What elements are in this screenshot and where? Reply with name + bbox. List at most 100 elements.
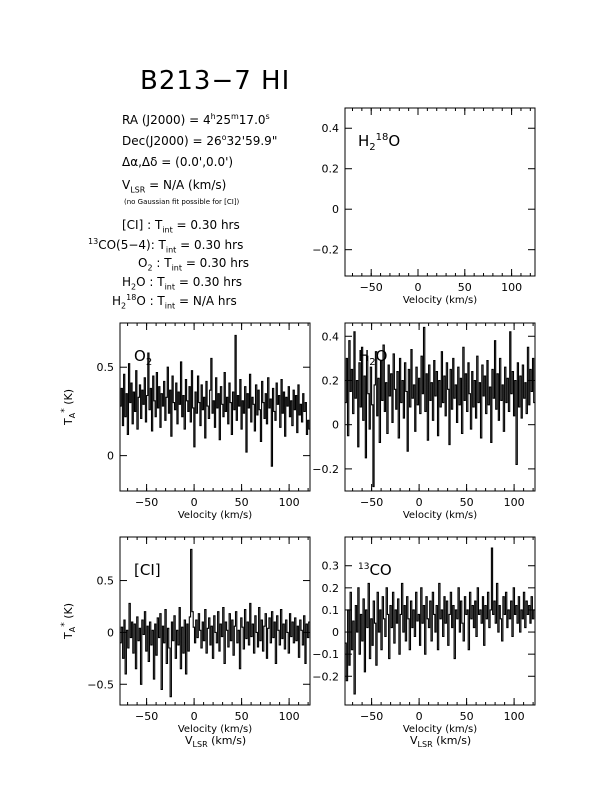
ci-xlabel-vlsr: VLSR (km/s) [185, 734, 246, 749]
h218o-species-label: H218O [358, 132, 400, 153]
13co-ytick-label: −0.2 [312, 670, 339, 683]
13co-xtick-label: 50 [460, 710, 474, 723]
h218o-xtick-label: 0 [415, 281, 422, 294]
tint-h2o-post: = 0.30 hrs [175, 275, 243, 289]
vlsr-main: V [122, 178, 131, 192]
ra-sec: 17.0 [238, 113, 266, 127]
h2o-series-0 [345, 326, 535, 488]
dec-prefix: Dec(J2000) = 26 [122, 134, 222, 148]
h218o-ytick-label: −0.2 [312, 244, 339, 257]
13co-ytick-label: 0.1 [322, 604, 340, 617]
tint-ci-post: = 0.30 hrs [172, 218, 240, 232]
o2-ytick-label: 0.5 [97, 361, 115, 374]
13co-species-label: 13CO [358, 561, 392, 579]
h2o-xlabel: Velocity (km/s) [403, 510, 477, 521]
h2o-xtick-label: 100 [504, 496, 525, 509]
h218o-xtick-label: 100 [501, 281, 522, 294]
ci-ylabel: TA* (K) [60, 603, 77, 640]
tint-o2-sub: int [171, 263, 182, 273]
ci-series-0 [120, 548, 310, 698]
13co-xtick-label: −50 [360, 710, 383, 723]
o2-xtick-label: 50 [235, 496, 249, 509]
tint-ci: [CI] : Tint = 0.30 hrs [122, 218, 240, 234]
13co-ytick-label: 0.2 [322, 582, 340, 595]
ci-xtick-label: 50 [235, 710, 249, 723]
ra-min: 25 [215, 113, 231, 127]
o2-series-0 [120, 334, 310, 467]
13co-xtick-label: 100 [504, 710, 525, 723]
h2o-xtick-label: 0 [416, 496, 423, 509]
tint-13co-pre: CO(5−4): T [98, 238, 166, 252]
ci-frame [119, 536, 311, 706]
vlsr-sub: LSR [130, 185, 146, 195]
dec-rest: 32'59.9" [226, 134, 278, 148]
dec-deg: o [221, 133, 227, 142]
h2o-xtick-label: 50 [460, 496, 474, 509]
h2o-xtick-label: −50 [360, 496, 383, 509]
h2o-ytick-label: 0.4 [322, 330, 340, 343]
ci-xlabel: Velocity (km/s) [178, 724, 252, 735]
13co-ytick-label: −0.1 [312, 648, 339, 661]
tint-h2o-sub: int [164, 282, 176, 292]
o2-xlabel: Velocity (km/s) [178, 510, 252, 521]
o2-xtick-label: 100 [279, 496, 300, 509]
h218o-ytick-label: 0 [332, 203, 339, 216]
vlsr-line: VLSR = N/A (km/s) [122, 178, 226, 194]
tint-13co-sup: 13 [88, 237, 99, 246]
tint-h2o-mid: O : T [136, 275, 165, 289]
h218o-ytick-label: 0.2 [322, 163, 340, 176]
h218o-xlabel: Velocity (km/s) [403, 295, 477, 306]
tint-h218o-sub2: 2 [121, 301, 127, 311]
ci-species-label: [CI] [134, 561, 161, 579]
ci-xtick-label: −50 [135, 710, 158, 723]
tint-ci-pre: [CI] : T [122, 218, 163, 232]
o2-frame [119, 322, 311, 492]
tint-h218o-sub: int [164, 301, 176, 311]
13co-ytick-label: 0.3 [322, 560, 340, 573]
tint-h218o-sup2: 18 [126, 293, 137, 302]
tint-h218o: H218O : Tint = N/A hrs [112, 293, 237, 310]
tint-o2: O2 : Tint = 0.30 hrs [138, 256, 249, 272]
tint-ci-sub: int [162, 225, 173, 235]
dec-line: Dec(J2000) = 26o32'59.9" [122, 133, 277, 148]
tint-o2-mid: : T [152, 256, 172, 270]
ci-ytick-label: −0.5 [87, 678, 114, 691]
ci-ytick-label: 0 [107, 626, 114, 639]
13co-series-0 [345, 547, 535, 695]
tint-h2o: H2O : Tint = 0.30 hrs [122, 275, 242, 291]
fit-note: (no Gaussian fit possible for [CI]) [124, 198, 240, 206]
ra-line: RA (J2000) = 4h25m17.0s [122, 112, 270, 127]
h2o-species-label: H2O [358, 347, 387, 368]
o2-ylabel: TA* (K) [60, 389, 77, 426]
page-title: B213−7 HI [140, 66, 291, 96]
h218o-xtick-label: 50 [458, 281, 472, 294]
o2-xtick-label: 0 [191, 496, 198, 509]
h218o-xtick-label: −50 [360, 281, 383, 294]
h2o-ytick-label: −0.2 [312, 463, 339, 476]
h2o-ytick-label: 0.2 [322, 374, 340, 387]
13co-ytick-label: 0 [332, 626, 339, 639]
tint-h218o-mid: O : T [136, 294, 165, 308]
o2-xtick-label: −50 [135, 496, 158, 509]
vlsr-rest: = N/A (km/s) [145, 178, 227, 192]
13co-frame [344, 536, 536, 706]
tint-h218o-post: = N/A hrs [175, 294, 237, 308]
h218o-ytick-label: 0.4 [322, 122, 340, 135]
o2-ytick-label: 0 [107, 450, 114, 463]
tint-o2-pre: O [138, 256, 148, 270]
tint-13co-sub: int [165, 245, 177, 255]
ra-h: h [210, 112, 216, 121]
offset-line: Δα,Δδ = (0.0',0.0') [122, 155, 234, 169]
ci-xtick-label: 100 [279, 710, 300, 723]
tint-h2o-pre: H [122, 275, 132, 289]
tint-o2-sub2: 2 [147, 263, 153, 273]
tint-13co: 13CO(5−4): Tint = 0.30 hrs [88, 237, 243, 254]
ci-xtick-label: 0 [191, 710, 198, 723]
tint-13co-post: = 0.30 hrs [176, 238, 244, 252]
tint-o2-post: = 0.30 hrs [182, 256, 250, 270]
ra-s: s [265, 112, 270, 121]
ra-m: m [231, 112, 239, 121]
tint-h218o-pre: H [112, 294, 122, 308]
